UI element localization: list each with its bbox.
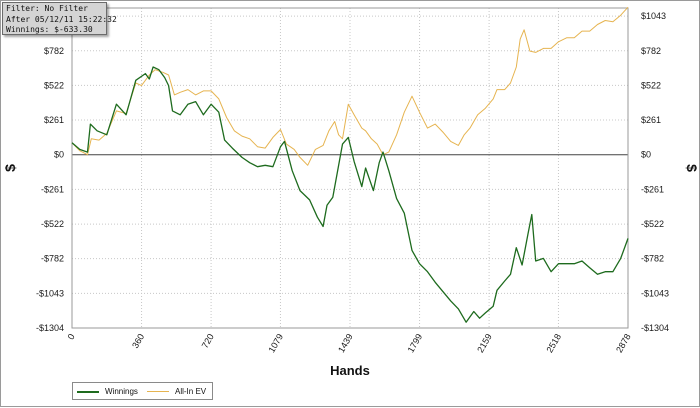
y-tick-label-right: -$1043 xyxy=(641,288,669,298)
x-tick-label: 1079 xyxy=(267,332,286,354)
legend-label-all-in-ev: All-In EV xyxy=(175,387,207,396)
legend-item-all-in-ev: All-In EV xyxy=(147,387,206,396)
series-line-winnings xyxy=(71,66,629,323)
series-layer xyxy=(71,6,629,323)
y-tick-label-left: -$261 xyxy=(41,184,64,194)
legend-item-winnings: Winnings xyxy=(77,387,138,396)
x-tick-label: 720 xyxy=(200,332,216,350)
y-tick-label-left: $0 xyxy=(54,150,64,160)
series-line-all-in-ev xyxy=(71,6,629,166)
x-tick-label: 2159 xyxy=(475,332,494,354)
plot-area-border xyxy=(71,7,629,329)
y-tick-label-right: $261 xyxy=(641,115,661,125)
y-tick-label-right: -$1304 xyxy=(641,323,669,333)
legend: Winnings All-In EV xyxy=(72,382,213,400)
y-tick-label-left: $261 xyxy=(44,115,64,125)
y-tick-label-right: $782 xyxy=(641,46,661,56)
legend-label-winnings: Winnings xyxy=(105,387,138,396)
filter-info-box: Filter: No Filter After 05/12/11 15:22:3… xyxy=(2,2,117,35)
y-tick-label-right: -$522 xyxy=(641,219,664,229)
y-tick-label-left: -$782 xyxy=(41,254,64,264)
y-tick-label-left: $782 xyxy=(44,46,64,56)
after-date-text: After 05/12/11 15:22:32 xyxy=(6,14,117,24)
y-tick-label-left: -$1304 xyxy=(36,323,64,333)
y-tick-label-right: -$261 xyxy=(641,184,664,194)
legend-swatch-all-in-ev xyxy=(147,391,169,392)
y-axis-right-ticks: $1043 $782 $522 $261 $0 -$261 -$522 -$782 -$1043… xyxy=(641,11,669,333)
grid xyxy=(72,8,628,329)
y-tick-label-right: $1043 xyxy=(641,11,666,21)
x-tick-label: 2518 xyxy=(545,332,564,354)
y-tick-label-left: -$522 xyxy=(41,219,64,229)
y-tick-label-left: $522 xyxy=(44,80,64,90)
legend-swatch-winnings xyxy=(77,390,99,393)
x-axis-title: Hands xyxy=(330,363,370,378)
y-tick-label-right: $0 xyxy=(641,150,651,160)
y-tick-label-right: $522 xyxy=(641,80,661,90)
y-tick-label-right: -$782 xyxy=(641,254,664,264)
x-axis-ticks: 0 360 720 1079 1439 1799 2159 2518 2878 xyxy=(66,332,633,354)
y-axis-left-ticks: $1043$782$522$261$0-$261-$522-$782-$1043… xyxy=(36,11,64,333)
x-tick-label: 1439 xyxy=(336,332,355,354)
y-tick-label-left: -$1043 xyxy=(36,288,64,298)
x-tick-label: 0 xyxy=(66,332,77,341)
winnings-text: Winnings: $-633.30 xyxy=(6,25,93,34)
x-tick-label: 2878 xyxy=(614,332,633,354)
y-axis-title-right: $ xyxy=(684,164,700,172)
filter-text: Filter: No Filter xyxy=(6,4,88,13)
x-tick-label: 360 xyxy=(130,332,146,350)
y-axis-title-left: $ xyxy=(2,164,18,172)
x-tick-label: 1799 xyxy=(406,332,425,354)
